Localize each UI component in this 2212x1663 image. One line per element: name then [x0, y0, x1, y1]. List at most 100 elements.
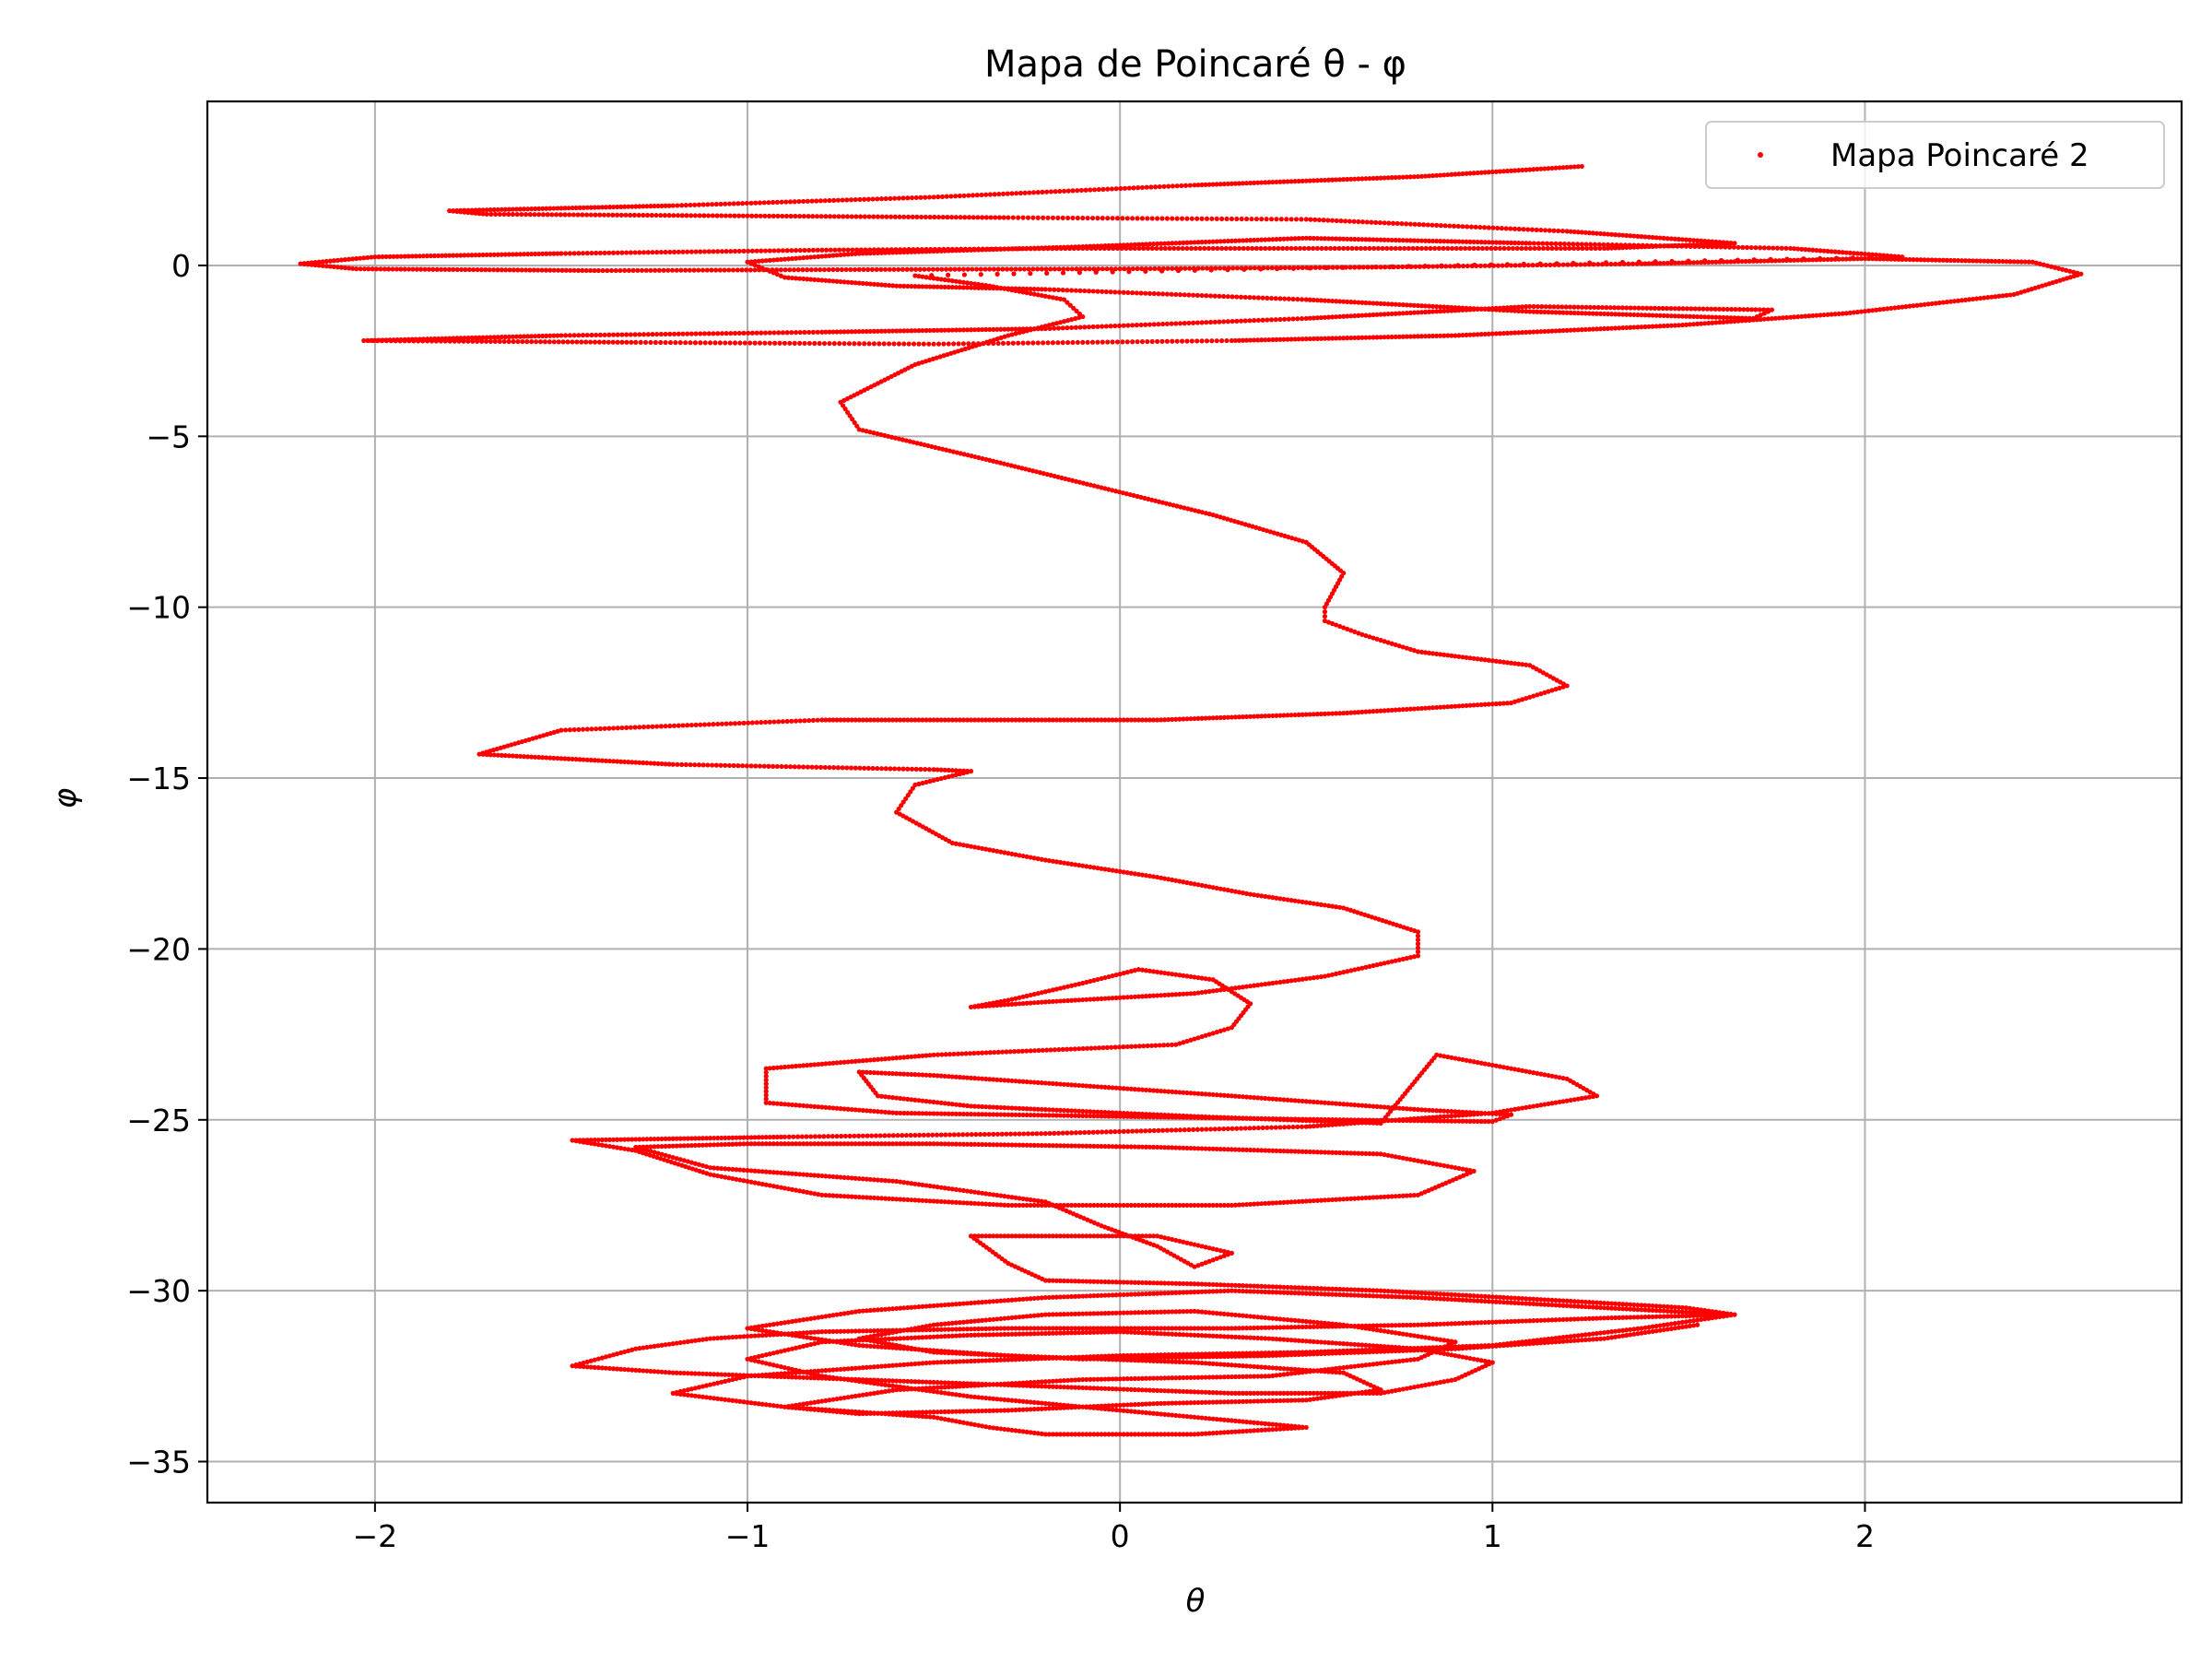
data-point [532, 212, 536, 217]
data-point [840, 765, 844, 770]
data-point [1749, 245, 1754, 250]
data-point [1051, 340, 1055, 345]
data-point [1561, 263, 1566, 267]
data-point [900, 767, 905, 772]
data-point [1478, 264, 1483, 268]
data-point [1138, 323, 1143, 327]
data-point [1090, 216, 1095, 220]
data-point [1465, 264, 1470, 268]
data-point [789, 330, 794, 335]
data-point [883, 267, 888, 272]
data-point [856, 1134, 861, 1138]
data-point [1044, 190, 1049, 195]
data-point [748, 267, 753, 272]
data-point [692, 762, 697, 767]
data-point [739, 267, 744, 272]
data-point [1115, 339, 1120, 344]
data-point [1328, 246, 1333, 251]
data-point [905, 267, 910, 272]
data-point [971, 193, 975, 197]
data-point [807, 341, 812, 346]
data-point [821, 1134, 826, 1138]
data-point [1052, 1131, 1056, 1136]
data-point [1259, 217, 1264, 221]
data-point [922, 1133, 926, 1138]
data-point [696, 267, 700, 272]
data-point [1269, 217, 1274, 221]
data-point [1571, 261, 1575, 265]
data-point [982, 1132, 987, 1137]
data-point [723, 340, 727, 345]
data-point [1324, 265, 1329, 270]
data-point [711, 213, 715, 218]
data-point [781, 330, 785, 335]
data-point [984, 215, 989, 219]
data-point [865, 267, 870, 272]
data-point [922, 342, 926, 347]
data-point [1544, 263, 1548, 267]
data-point [677, 724, 681, 728]
data-point [709, 267, 713, 272]
data-point [714, 763, 719, 768]
data-point [1100, 289, 1104, 294]
data-point [1448, 264, 1453, 268]
data-point [782, 341, 787, 346]
data-point [644, 268, 649, 273]
data-point [1108, 1129, 1112, 1134]
data-point [547, 339, 552, 344]
data-point [671, 213, 676, 218]
data-point [1530, 228, 1535, 232]
data-point [1525, 227, 1530, 231]
data-point [779, 764, 783, 769]
data-point [1349, 246, 1354, 251]
data-point [1435, 264, 1440, 268]
data-point [1147, 1128, 1152, 1133]
data-point [705, 762, 710, 767]
data-point [1418, 265, 1422, 269]
data-point [589, 212, 594, 217]
data-point [1194, 338, 1199, 343]
data-point [802, 214, 806, 218]
data-point [1148, 184, 1153, 189]
data-point [1208, 293, 1213, 298]
data-point [1034, 1131, 1039, 1136]
data-point [1243, 295, 1248, 300]
data-point [818, 1134, 822, 1138]
data-point [1296, 265, 1300, 270]
data-point [776, 719, 781, 724]
data-point [1026, 216, 1030, 220]
data-point [857, 197, 862, 202]
data-point [746, 331, 750, 336]
data-point [802, 248, 806, 253]
data-point [973, 1132, 978, 1137]
data-point [619, 332, 624, 336]
data-point [1240, 217, 1244, 221]
data-point [901, 215, 906, 219]
data-point [549, 212, 554, 217]
data-point [1413, 265, 1418, 269]
data-point [1112, 1129, 1117, 1134]
data-point [1226, 294, 1230, 299]
data-point [701, 762, 706, 767]
data-point [1287, 297, 1291, 301]
data-point [698, 213, 702, 218]
data-point [1480, 246, 1485, 251]
data-point [1637, 260, 1641, 265]
data-point [583, 339, 588, 344]
data-point [1065, 1130, 1069, 1135]
data-point [952, 267, 957, 272]
data-point [888, 196, 892, 201]
data-point [1628, 242, 1632, 247]
data-point [498, 339, 502, 344]
data-point [715, 249, 720, 254]
data-point [848, 267, 853, 272]
data-point [1202, 246, 1206, 251]
data-point [1163, 246, 1168, 251]
data-point [1069, 325, 1074, 330]
data-point [1249, 217, 1253, 221]
data-point [675, 762, 679, 767]
data-point [879, 196, 884, 201]
data-point [570, 339, 574, 344]
data-point [771, 764, 775, 769]
data-point [819, 248, 824, 253]
